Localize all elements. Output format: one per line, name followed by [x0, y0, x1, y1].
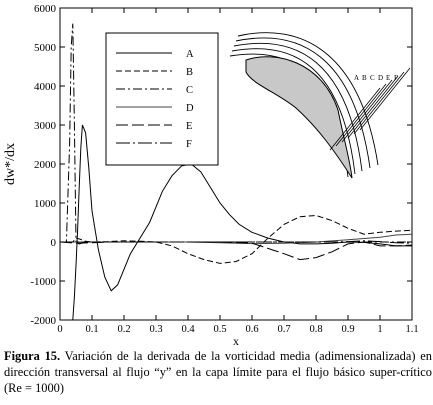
series-line-f: [60, 240, 412, 244]
figure-caption: Figura 15. Variación de la derivada de l…: [4, 348, 432, 396]
inset-label: A: [354, 74, 359, 82]
x-tick-label: 0.8: [309, 324, 322, 335]
y-tick-label: 4000: [34, 81, 57, 93]
y-tick-label: -1000: [30, 276, 56, 288]
x-axis-label: x: [233, 334, 239, 348]
caption-text: Variación de la derivada de la vorticida…: [4, 349, 432, 395]
profile-line: [341, 79, 393, 143]
y-tick-label: 2000: [34, 159, 57, 171]
caption-label: Figura 15.: [4, 349, 61, 363]
boundary-layer-line: [235, 37, 371, 169]
series-line-a: [72, 124, 412, 320]
x-tick-label: 0.4: [181, 324, 195, 335]
y-tick-label: 1000: [34, 198, 57, 210]
profile-line: [329, 87, 381, 151]
x-tick-label: 1: [377, 324, 382, 335]
x-tick-label: 0.5: [213, 324, 226, 335]
x-tick-label: 0.2: [117, 324, 130, 335]
x-tick-label: 0.6: [245, 324, 258, 335]
legend-label-b: B: [186, 67, 193, 78]
inset-label: D: [378, 74, 383, 82]
profile-line: [335, 83, 387, 147]
airfoil-shape: [245, 56, 353, 179]
series-lines: [60, 23, 412, 320]
profile-line: [353, 71, 405, 135]
legend-label-a: A: [186, 49, 194, 60]
x-tick-label: 1.1: [405, 324, 418, 335]
y-axis-label: dw*/dx: [3, 143, 18, 185]
profile-line: [347, 75, 399, 139]
y-tick-label: 6000: [34, 3, 57, 15]
y-tick-label: 5000: [34, 42, 57, 54]
inset-label: C: [370, 74, 375, 82]
y-tick-label: 0: [51, 237, 57, 249]
x-tick-label: 0.1: [85, 324, 98, 335]
legend-label-d: D: [186, 103, 194, 114]
y-tick-label: -2000: [30, 315, 56, 327]
y-tick-label: 3000: [34, 120, 57, 132]
legend-label-f: F: [186, 139, 192, 150]
x-tick-label: 0.7: [277, 324, 290, 335]
axis-labels: 0 0.1 0.2 0.3 0.4 0.5 0.6 0.7 0.8 0.9 1 1.1 -2000 -10…: [3, 3, 419, 348]
legend-label-e: E: [186, 121, 192, 132]
profile-line: [359, 67, 411, 131]
boundary-layer-line: [237, 32, 379, 166]
inset-label: F: [394, 74, 398, 82]
series-line-e: [60, 241, 412, 261]
series-line-b: [60, 214, 412, 264]
inset-label: E: [386, 74, 390, 82]
inset-label: B: [362, 74, 367, 82]
x-tick-label: 0.3: [149, 324, 162, 335]
x-tick-label: 0: [57, 324, 62, 335]
legend-label-c: C: [186, 85, 193, 96]
x-tick-label: 0.9: [341, 324, 354, 335]
